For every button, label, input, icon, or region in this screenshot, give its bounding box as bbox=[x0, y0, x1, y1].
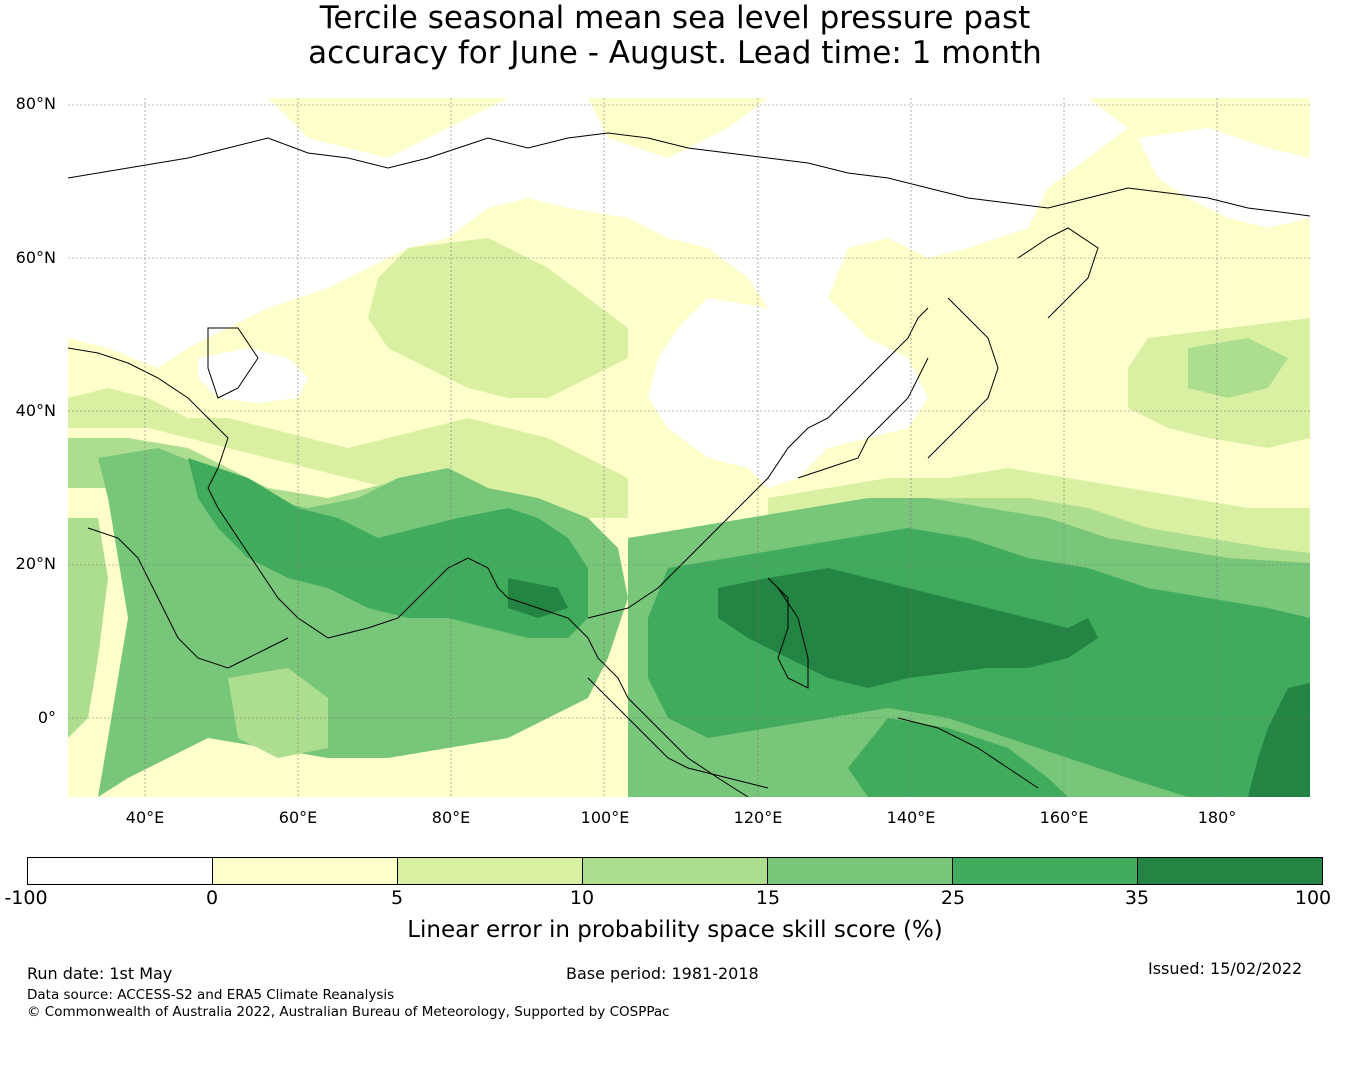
colorbar-tick-35: 35 bbox=[1124, 887, 1150, 909]
colorbar-label: Linear error in probability space skill … bbox=[407, 917, 943, 943]
colorbar-tick-10: 10 bbox=[569, 887, 595, 909]
colorbar-tick-25: 25 bbox=[940, 887, 966, 909]
lon-label-180: 180° bbox=[1197, 808, 1237, 827]
lon-label-100e: 100°E bbox=[580, 808, 630, 827]
colorbar-tick-neg100: -100 bbox=[4, 887, 48, 909]
skill-score-map bbox=[68, 98, 1310, 797]
lon-label-60e: 60°E bbox=[278, 808, 318, 827]
colorbar-tick-0: 0 bbox=[205, 887, 219, 909]
colorbar-segment-5-10 bbox=[398, 858, 583, 884]
map-title-line-1: Tercile seasonal mean sea level pressure… bbox=[319, 0, 1031, 36]
lat-label-60n: 60°N bbox=[15, 248, 56, 267]
colorbar-segment-25-35 bbox=[953, 858, 1138, 884]
skill-regions-negative bbox=[68, 98, 1310, 488]
colorbar-segment-10-15 bbox=[583, 858, 768, 884]
lat-label-20n: 20°N bbox=[15, 554, 56, 573]
colorbar-segment-35-100 bbox=[1138, 858, 1322, 884]
map-title-line-2: accuracy for June - August. Lead time: 1… bbox=[308, 35, 1042, 71]
colorbar-tick-100: 100 bbox=[1294, 887, 1332, 909]
skill-regions-35-100 bbox=[508, 568, 1310, 797]
lon-label-160e: 160°E bbox=[1039, 808, 1089, 827]
run-date: Run date: 1st May bbox=[27, 964, 173, 983]
lat-label-80n: 80°N bbox=[15, 94, 56, 113]
lat-label-40n: 40°N bbox=[15, 401, 56, 420]
lon-label-140e: 140°E bbox=[886, 808, 936, 827]
lon-label-120e: 120°E bbox=[733, 808, 783, 827]
issued-date: Issued: 15/02/2022 bbox=[1148, 959, 1303, 978]
colorbar-segment-neg100-0 bbox=[28, 858, 213, 884]
copyright-notice: © Commonwealth of Australia 2022, Austra… bbox=[27, 1004, 670, 1020]
colorbar-tick-15: 15 bbox=[755, 887, 781, 909]
base-period: Base period: 1981-2018 bbox=[566, 964, 759, 983]
lat-label-equator: 0° bbox=[37, 708, 56, 727]
coastlines bbox=[68, 132, 1310, 797]
colorbar bbox=[27, 857, 1323, 885]
colorbar-segment-15-25 bbox=[768, 858, 953, 884]
colorbar-segment-0-5 bbox=[213, 858, 398, 884]
lon-label-80e: 80°E bbox=[431, 808, 471, 827]
lon-label-40e: 40°E bbox=[125, 808, 165, 827]
colorbar-tick-5: 5 bbox=[390, 887, 404, 909]
gridlines bbox=[68, 98, 1310, 797]
data-source: Data source: ACCESS-S2 and ERA5 Climate … bbox=[27, 987, 395, 1003]
